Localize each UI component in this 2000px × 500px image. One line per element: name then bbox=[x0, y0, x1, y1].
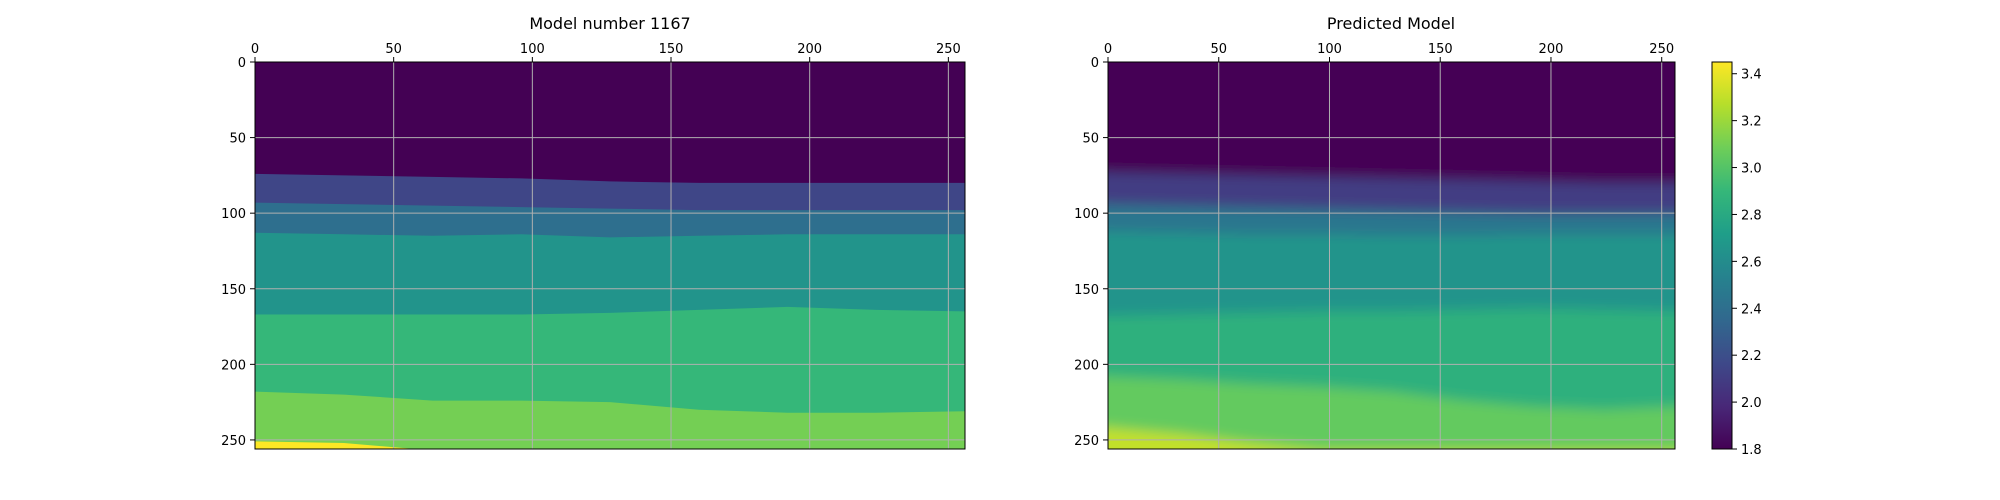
plot-frame bbox=[1107, 61, 1676, 450]
x-tick-label: 100 bbox=[520, 42, 545, 57]
x-tick-label: 200 bbox=[1539, 42, 1564, 57]
velocity-layer bbox=[255, 441, 415, 449]
velocity-layer bbox=[255, 306, 965, 449]
heatmap-image bbox=[255, 62, 965, 449]
colorbar-tick-label: 2.4 bbox=[1741, 302, 1762, 317]
colorbar-tick-label: 2.8 bbox=[1741, 208, 1762, 223]
x-tick-label: 100 bbox=[1317, 42, 1342, 57]
layer-group bbox=[255, 62, 965, 449]
x-tick-label: 250 bbox=[936, 42, 961, 57]
colorbar-tick-label: 3.4 bbox=[1741, 68, 1762, 83]
x-tick-label: 250 bbox=[1649, 42, 1674, 57]
colorbar-tick-label: 3.2 bbox=[1741, 115, 1762, 130]
x-axis: 0 50 100 150 200 250 bbox=[251, 42, 961, 62]
x-tick-label: 0 bbox=[1104, 42, 1112, 57]
y-tick-label: 100 bbox=[221, 207, 246, 222]
colorbar-ticks: 1.8 2.0 2.2 2.4 2.6 2.8 3.0 3.2 3.4 bbox=[1732, 68, 1762, 458]
x-tick-label: 150 bbox=[1428, 42, 1453, 57]
velocity-layer bbox=[255, 391, 965, 449]
y-axis: 0 50 100 150 200 250 bbox=[1074, 56, 1108, 449]
y-tick-label: 0 bbox=[1091, 56, 1099, 71]
colorbar-tick-label: 1.8 bbox=[1741, 443, 1762, 458]
velocity-layer bbox=[1108, 376, 1675, 449]
y-tick-label: 150 bbox=[221, 283, 246, 298]
x-tick-label: 200 bbox=[797, 42, 822, 57]
y-tick-label: 250 bbox=[1074, 434, 1099, 449]
velocity-layer bbox=[1108, 427, 1307, 449]
y-tick-label: 50 bbox=[1082, 132, 1099, 147]
chart-title: Model number 1167 bbox=[529, 14, 690, 33]
colorbar-tick-label: 2.0 bbox=[1741, 396, 1762, 411]
x-tick-label: 150 bbox=[659, 42, 684, 57]
heatmap-image bbox=[1108, 62, 1675, 449]
y-tick-label: 100 bbox=[1074, 207, 1099, 222]
chart-title: Predicted Model bbox=[1327, 14, 1455, 33]
colorbar-tick-label: 3.0 bbox=[1741, 162, 1762, 177]
x-axis: 0 50 100 150 200 250 bbox=[1104, 42, 1674, 62]
x-tick-label: 50 bbox=[385, 42, 402, 57]
y-tick-label: 250 bbox=[221, 434, 246, 449]
y-tick-label: 150 bbox=[1074, 283, 1099, 298]
colorbar-gradient bbox=[1711, 61, 1733, 450]
y-tick-label: 200 bbox=[221, 358, 246, 373]
x-tick-label: 50 bbox=[1210, 42, 1227, 57]
colorbar-tick-label: 2.2 bbox=[1741, 349, 1762, 364]
y-tick-label: 0 bbox=[238, 56, 246, 71]
plot-frame bbox=[254, 61, 966, 450]
y-axis: 0 50 100 150 200 250 bbox=[221, 56, 255, 449]
layer-group bbox=[1108, 62, 1675, 449]
x-tick-label: 0 bbox=[251, 42, 259, 57]
panel-predicted: Predicted Model 0 50 100 150 200 250 0 50 100 15… bbox=[1074, 14, 1676, 450]
colorbar-tick-label: 2.6 bbox=[1741, 255, 1762, 270]
y-tick-label: 50 bbox=[229, 132, 246, 147]
panel-model: Model number 1167 0 50 100 150 200 250 0 50 100… bbox=[221, 14, 966, 450]
colorbar: 1.8 2.0 2.2 2.4 2.6 2.8 3.0 3.2 3.4 bbox=[1711, 61, 1762, 458]
y-tick-label: 200 bbox=[1074, 358, 1099, 373]
